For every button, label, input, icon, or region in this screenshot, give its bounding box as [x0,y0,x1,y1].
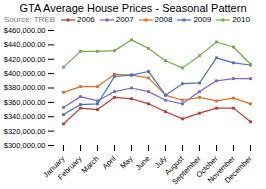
svg-text:$300,000.00: $300,000.00 [4,141,46,150]
svg-text:November: November [205,154,237,185]
svg-text:February: February [56,154,84,182]
html-text:2010: 2010 [232,15,250,24]
svg-text:$320,000.00: $320,000.00 [4,127,46,136]
svg-text:August: August [162,154,186,177]
svg-text:October: October [194,154,220,180]
svg-text:$340,000.00: $340,000.00 [4,112,46,121]
html-text:Source: TREB: Source: TREB [4,15,55,24]
html-text:2009: 2009 [193,15,212,24]
svg-text:July: July [152,154,169,170]
svg-text:December: December [223,154,254,185]
html-text:GTA Average House Prices - Sea: GTA Average House Prices - Seasonal Patt… [19,2,247,14]
svg-text:$400,000.00: $400,000.00 [4,69,46,78]
svg-text:$380,000.00: $380,000.00 [4,83,46,92]
svg-text:$440,000.00: $440,000.00 [4,40,46,49]
svg-text:$360,000.00: $360,000.00 [4,98,46,107]
svg-text:May: May [118,154,135,171]
svg-text:January: January [41,154,67,180]
html-text:2006: 2006 [77,15,95,24]
svg-text:March: March [80,154,101,175]
svg-text:June: June [134,154,152,172]
svg-text:April: April [101,154,118,171]
svg-text:$420,000.00: $420,000.00 [4,55,46,64]
html-text:2007: 2007 [115,15,134,24]
svg-text:$460,000.00: $460,000.00 [4,26,46,35]
html-text:2008: 2008 [154,15,173,24]
svg-text:September: September [170,154,203,187]
